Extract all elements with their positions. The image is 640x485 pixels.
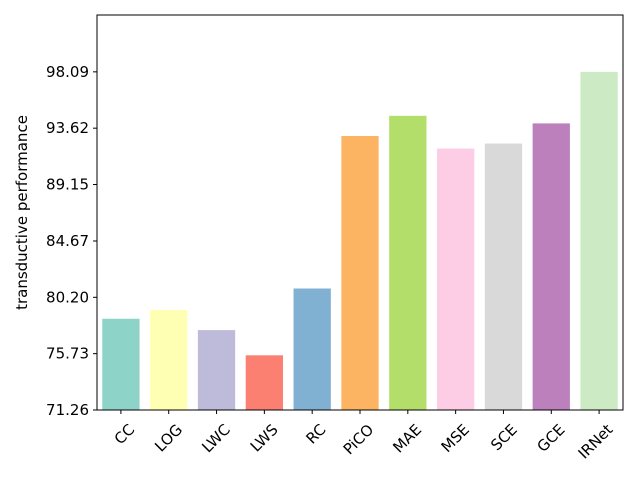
bars-group <box>102 71 618 411</box>
y-tick-label: 89.15 <box>46 176 89 194</box>
bar-lwc <box>197 330 236 410</box>
y-tick-label: 75.73 <box>46 345 89 363</box>
x-tick-label: GCE <box>534 421 569 456</box>
x-tick-label: PiCO <box>340 421 378 459</box>
y-tick-label: 84.67 <box>46 232 89 250</box>
x-tick-label: LWS <box>247 421 282 456</box>
bar-lws <box>245 355 284 410</box>
x-tick-label: CC <box>111 421 139 449</box>
x-tick-label: RC <box>303 421 330 448</box>
x-tick-label: MSE <box>438 421 473 456</box>
bar-mse <box>436 148 475 410</box>
x-axis-ticks: CC LOG LWC LWS RC PiCO MAE MSE SCE GCE IRNet <box>111 410 617 463</box>
y-axis-ticks: 71.26 75.73 80.20 84.67 89.15 93.62 98.09 <box>46 63 97 419</box>
bar-sce <box>484 143 523 411</box>
y-axis-label: transductive performance <box>13 115 31 310</box>
x-tick-label: IRNet <box>575 421 617 463</box>
bar-gce <box>532 123 570 410</box>
x-tick-label: SCE <box>487 421 521 455</box>
bar-pico <box>341 135 379 410</box>
bar-cc <box>102 318 140 410</box>
y-tick-label: 93.62 <box>46 119 89 137</box>
x-tick-label: LOG <box>151 421 186 456</box>
plot-frame <box>96 14 624 411</box>
bar-log <box>150 309 188 410</box>
bar-rc <box>293 288 331 410</box>
x-tick-label: MAE <box>389 421 425 457</box>
x-tick-label: LWC <box>198 421 234 457</box>
y-tick-label: 98.09 <box>46 63 89 81</box>
bar-irnet <box>580 71 618 411</box>
y-tick-label: 71.26 <box>46 401 89 419</box>
bar-mae <box>389 115 427 410</box>
y-tick-label: 80.20 <box>46 288 89 306</box>
